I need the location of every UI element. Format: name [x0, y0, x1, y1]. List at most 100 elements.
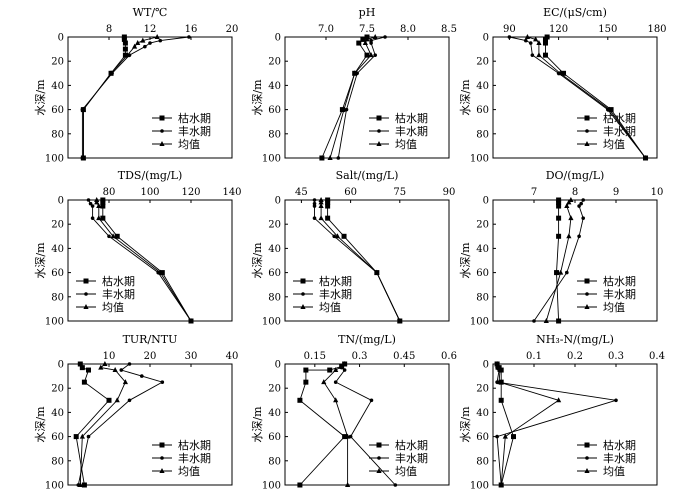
data-point [495, 364, 501, 370]
data-point [368, 52, 374, 58]
data-point [80, 106, 86, 112]
y-tick-label: 40 [476, 408, 489, 419]
y-tick-label: 40 [268, 81, 281, 92]
data-point [112, 367, 118, 373]
legend-label: 枯水期 [102, 274, 135, 288]
x-tick-label: 7.5 [359, 24, 375, 35]
data-point [543, 318, 549, 323]
data-point [533, 36, 539, 42]
data-point [81, 379, 87, 385]
y-tick-label: 100 [470, 317, 489, 328]
series-line [509, 36, 646, 159]
y-tick-label: 60 [51, 432, 64, 443]
data-point [81, 482, 87, 488]
x-tick-label: 7 [531, 187, 537, 198]
legend-label: 丰水期 [395, 452, 428, 465]
data-point [373, 53, 378, 57]
y-axis-label: 水深/m [251, 79, 264, 116]
data-point [158, 38, 163, 43]
data-point [325, 215, 331, 221]
plot-frame [492, 363, 658, 486]
legend-marker [376, 115, 382, 121]
legend-marker [584, 442, 590, 448]
x-tick-label: 120 [549, 24, 568, 35]
axis-title: Salt/(mg/L) [336, 169, 399, 182]
y-axis-label: 水深/m [459, 406, 472, 443]
y-tick-label: 60 [51, 268, 64, 279]
y-tick-label: 100 [262, 317, 281, 328]
data-point [140, 374, 144, 378]
data-point [495, 434, 499, 439]
data-point [364, 36, 370, 42]
series-line [496, 363, 560, 486]
data-point [362, 40, 368, 46]
legend-label: 枯水期 [395, 438, 428, 452]
data-point [86, 367, 91, 373]
x-tick-label: 10 [651, 187, 664, 198]
x-tick-label: 0.3 [352, 351, 368, 362]
data-point [312, 204, 317, 208]
data-point [110, 233, 116, 239]
series-circle [86, 198, 193, 323]
data-point [342, 434, 348, 440]
data-point [374, 269, 380, 275]
x-tick-label: 9 [613, 187, 619, 198]
x-tick-label: 45 [295, 187, 308, 198]
data-point [556, 203, 562, 209]
series-triangle [494, 361, 562, 487]
data-point [127, 398, 132, 403]
legend-label: 枯水期 [603, 438, 636, 452]
data-point [372, 34, 378, 39]
legend-marker [584, 304, 590, 309]
legend-label: 丰水期 [395, 125, 428, 138]
data-point [119, 368, 124, 372]
legend-marker [83, 304, 89, 309]
x-tick-label: 7.0 [318, 24, 334, 35]
y-axis-label: 水深/m [459, 242, 472, 279]
legend-marker [584, 115, 590, 121]
data-point [348, 434, 353, 439]
y-tick-label: 60 [476, 105, 489, 116]
y-tick-label: 20 [476, 220, 489, 231]
legend-marker [160, 129, 164, 133]
data-point [333, 367, 339, 373]
data-point [356, 40, 362, 46]
data-point [122, 40, 128, 46]
legend-marker [301, 292, 305, 296]
x-tick-label: 90 [503, 24, 516, 35]
data-point [542, 36, 548, 42]
x-tick-label: 0.3 [608, 351, 624, 362]
y-tick-label: 40 [268, 244, 281, 255]
data-point [73, 434, 79, 440]
legend-marker [159, 468, 165, 473]
x-tick-label: 150 [598, 24, 617, 35]
legend-marker [83, 278, 89, 284]
legend-label: 丰水期 [603, 288, 636, 301]
data-point [341, 233, 347, 239]
subplot-4: TDS/(mg/L)80 100 120 140020406080100水深/m枯水期… [34, 169, 242, 328]
y-tick-label: 80 [268, 129, 281, 140]
legend-label: 枯水期 [603, 111, 636, 125]
plot-frame [492, 36, 658, 159]
data-point [566, 199, 572, 205]
legend-label: 均值 [395, 138, 417, 151]
axis-title: DO/(mg/L) [546, 169, 605, 182]
data-point [96, 215, 102, 221]
x-tick-label: 180 [647, 24, 666, 35]
data-point [369, 41, 373, 45]
legend-label: 枯水期 [178, 438, 211, 452]
y-tick-label: 0 [275, 196, 281, 207]
data-point [542, 40, 548, 46]
data-point [106, 397, 112, 403]
data-point [577, 204, 581, 208]
x-tick-label: 0.45 [393, 351, 415, 362]
legend-label: 丰水期 [319, 288, 352, 301]
legend-label: 丰水期 [102, 288, 135, 301]
